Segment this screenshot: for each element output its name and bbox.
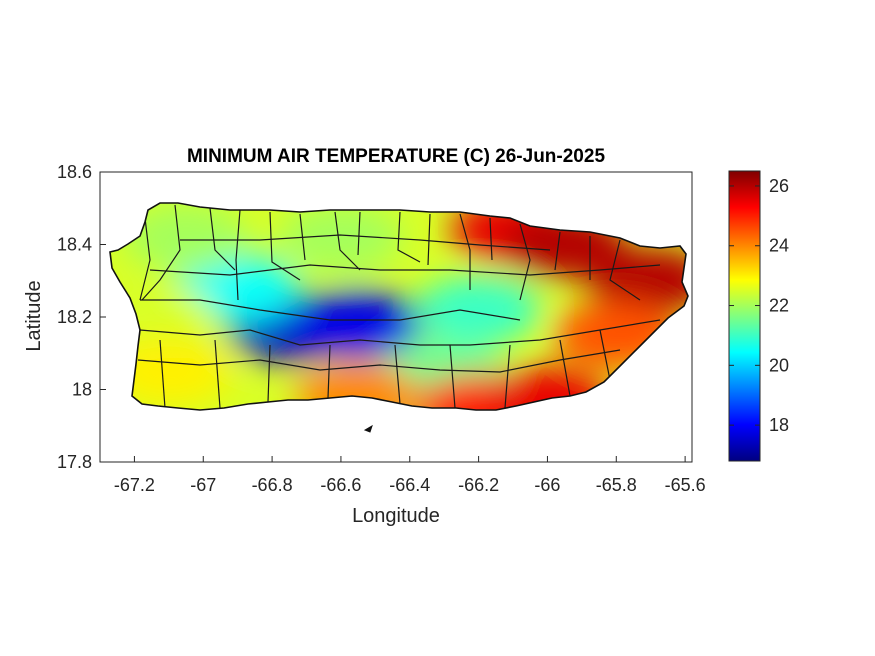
colorbar-ticks: 26 24 22 20 18 [729,176,789,435]
x-tick-label: -65.6 [665,475,706,495]
x-tick-label: -65.8 [596,475,637,495]
x-tick-label: -66 [534,475,560,495]
colorbar-tick-label: 24 [769,236,789,256]
x-tick-label: -66.8 [252,475,293,495]
temperature-patch [416,275,541,344]
x-tick-label: -66.6 [320,475,361,495]
y-axis-ticks: 18.6 18.4 18.2 18 17.8 [57,162,106,472]
temperature-patch [296,290,421,359]
colorbar-tick-label: 22 [769,296,789,316]
temperature-patch [124,203,249,272]
colorbar-gradient [728,170,761,462]
colorbar-tick-label: 26 [769,176,789,196]
x-axis-ticks: -67.2 -67 -66.8 -66.6 -66.4 -66.2 -66 -65.8 -65.… [114,456,706,495]
colorbar-tick-label: 18 [769,415,789,435]
temperature-patch [588,246,688,315]
y-axis-label: Latitude [23,280,45,351]
y-tick-label: 17.8 [57,452,92,472]
caja-de-muertos-island [363,424,373,433]
colorbar-tick-label: 20 [769,355,789,375]
y-tick-label: 18.6 [57,162,92,182]
x-tick-label: -67 [190,475,216,495]
y-tick-label: 18 [72,380,92,400]
x-tick-label: -67.2 [114,475,155,495]
temperature-patch [278,203,403,272]
y-tick-label: 18.4 [57,235,92,255]
municipality-borders [137,204,661,409]
x-axis-label: Longitude [352,505,440,527]
x-tick-label: -66.4 [389,475,430,495]
plot-area [99,171,693,463]
chart-title: MINIMUM AIR TEMPERATURE (C) 26-Jun-2025 [187,146,605,167]
y-tick-label: 18.2 [57,307,92,327]
colorbar: 26 24 22 20 18 [728,170,789,462]
x-tick-label: -66.2 [458,475,499,495]
